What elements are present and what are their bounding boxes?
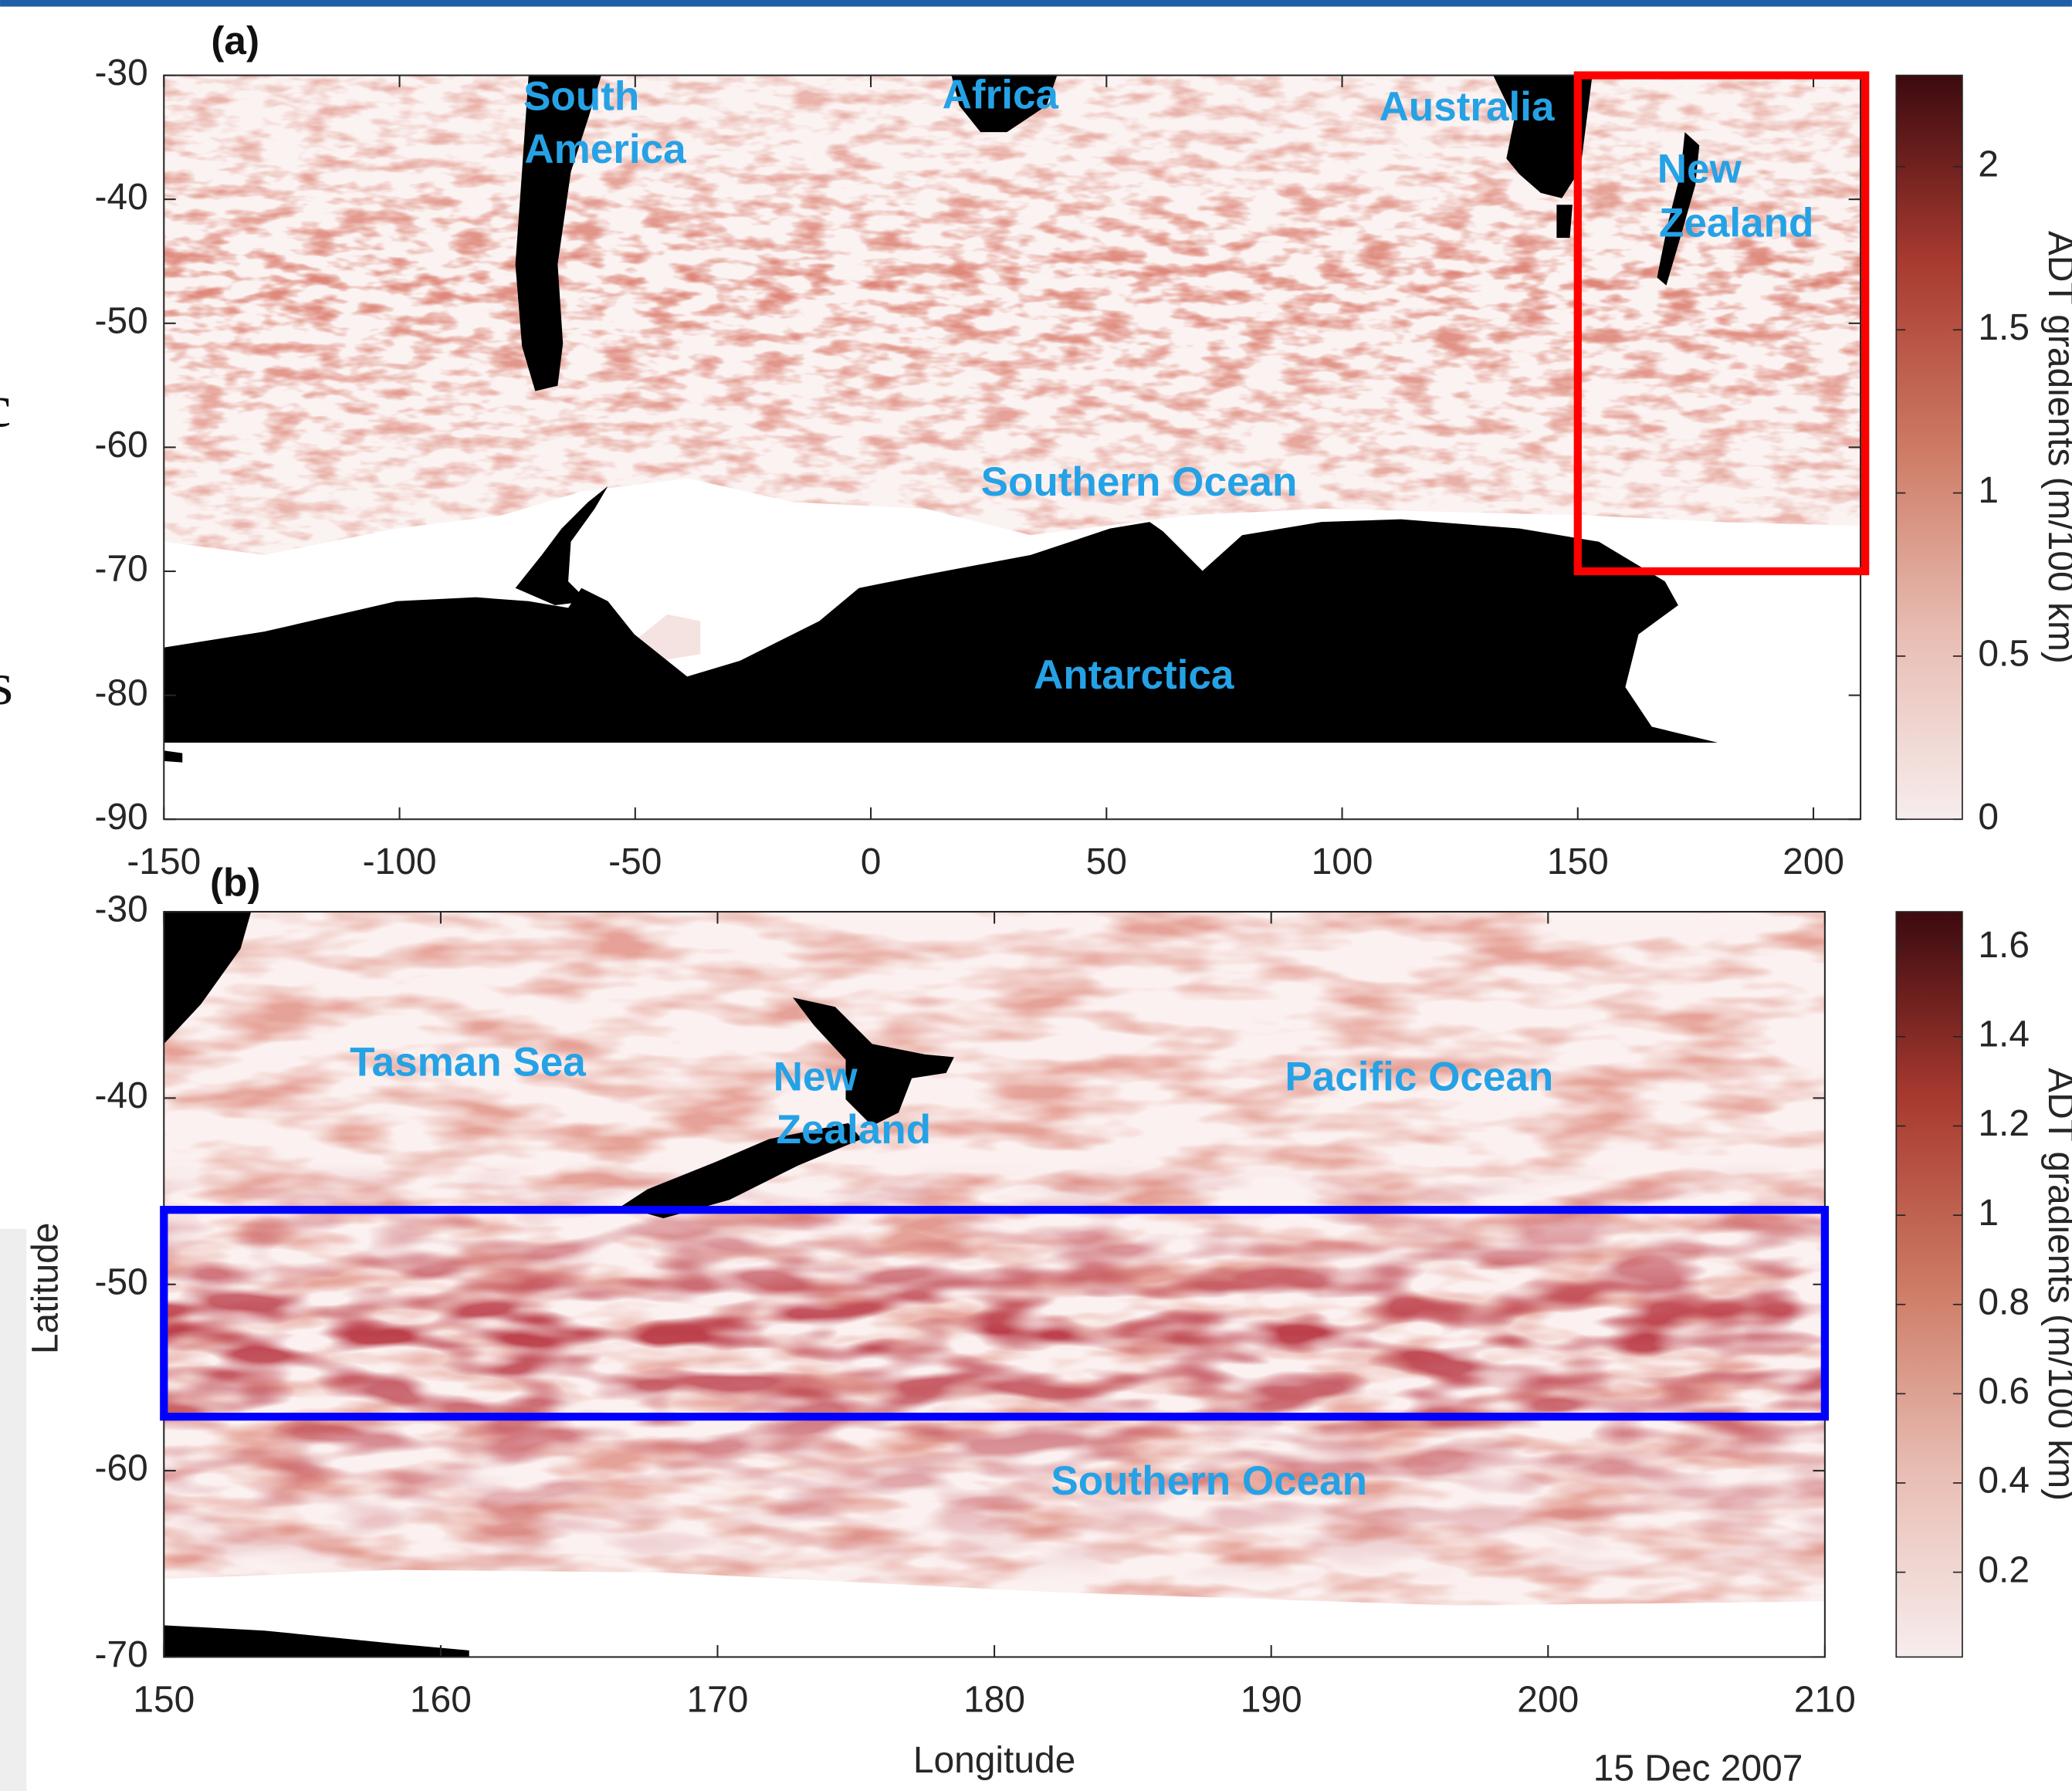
antarctica	[164, 1625, 469, 1657]
y-tick-label: -70	[95, 549, 148, 590]
top-bar	[0, 0, 2072, 7]
edge-fragment: c	[0, 373, 11, 440]
colorbar-tick-label: 1.4	[1978, 1014, 2030, 1055]
colorbar-tick-label: 1	[1978, 470, 1999, 511]
field-a	[164, 75, 1861, 820]
x-tick-label: -50	[608, 841, 662, 882]
panel-label: (b)	[210, 860, 261, 904]
x-tick-label: 150	[1547, 841, 1609, 882]
annotation: Zealand	[777, 1107, 931, 1153]
y-axis-label: Latitude	[25, 1223, 66, 1354]
x-tick-label: 190	[1241, 1679, 1302, 1720]
colorbar	[1895, 74, 1963, 821]
field-b	[164, 912, 1825, 1657]
colorbar-tick-label: 1.2	[1978, 1103, 2030, 1144]
x-tick-label: 150	[133, 1679, 195, 1720]
x-tick-label: 160	[410, 1679, 472, 1720]
x-tick-label: -150	[127, 841, 201, 882]
field-band	[164, 912, 1825, 1657]
australia	[1493, 75, 1593, 198]
y-tick-label: -70	[95, 1634, 148, 1675]
x-tick-label: 0	[861, 841, 882, 882]
islet	[164, 750, 183, 763]
annotation: America	[524, 127, 686, 172]
africa	[951, 75, 1058, 133]
colorbar-tick-label: 0.2	[1978, 1549, 2030, 1590]
colorbar-label: ADT gradients (m/100 km)	[2040, 231, 2072, 664]
y-tick-label: -30	[95, 52, 148, 93]
colorbar-tick-label: 0	[1978, 797, 1999, 838]
y-tick-label: -50	[95, 300, 148, 341]
x-axis-label: Longitude	[913, 1740, 1075, 1781]
x-tick-label: 180	[963, 1679, 1025, 1720]
south-america	[515, 75, 601, 391]
y-tick-label: -80	[95, 672, 148, 713]
annotation: Pacific Ocean	[1285, 1054, 1553, 1099]
australia	[164, 912, 252, 1044]
south-island	[621, 1122, 862, 1219]
x-tick-label: 50	[1086, 841, 1127, 882]
y-tick-label: -90	[95, 797, 148, 838]
date-note: 15 Dec 2007	[1593, 1748, 1803, 1789]
y-tick-label: -50	[95, 1261, 148, 1302]
annotation: Zealand	[1659, 201, 1813, 246]
annotation: New	[1657, 147, 1742, 192]
colorbar	[1895, 911, 1963, 1658]
colorbar-tick-label: 0.4	[1978, 1461, 2030, 1502]
land	[164, 75, 1718, 763]
y-tick-label: -40	[95, 1075, 148, 1116]
colorbar-tick-label: 0.5	[1978, 634, 2030, 675]
annotation: New	[774, 1054, 858, 1099]
y-tick-label: -40	[95, 177, 148, 218]
land	[164, 912, 954, 1657]
edge-fragment: s	[0, 651, 13, 718]
y-tick-label: -30	[95, 889, 148, 930]
colorbar-tick-label: 1.6	[1978, 925, 2030, 966]
tasmania	[1556, 205, 1573, 239]
y-tick-label: -60	[95, 1448, 148, 1489]
colorbar-tick-label: 0.6	[1978, 1371, 2030, 1412]
x-tick-label: 200	[1517, 1679, 1579, 1720]
x-tick-label: 200	[1783, 841, 1844, 882]
no-data	[164, 1569, 1825, 1657]
annotation: Australia	[1379, 84, 1555, 130]
colorbar-tick-label: 1	[1978, 1193, 1999, 1234]
highlight-box	[1573, 71, 1870, 576]
colorbar-tick-label: 1.5	[1978, 307, 2030, 348]
highlight-box	[160, 1206, 1830, 1421]
antarctica	[164, 519, 1718, 743]
new-zealand	[1657, 132, 1700, 286]
antarctic-peninsula	[515, 486, 608, 605]
annotation: South	[523, 73, 639, 119]
y-tick-label: -60	[95, 425, 148, 466]
x-tick-label: 170	[687, 1679, 749, 1720]
annotation: Antarctica	[1034, 652, 1234, 698]
side-panel	[0, 1228, 27, 1791]
x-tick-label: 100	[1312, 841, 1373, 882]
north-island	[793, 997, 954, 1126]
colorbar-tick-label: 2	[1978, 144, 1999, 185]
annotation: Southern Ocean	[981, 459, 1298, 505]
colorbar-tick-label: 0.8	[1978, 1281, 2030, 1322]
annotation: Tasman Sea	[350, 1040, 586, 1085]
annotation: Southern Ocean	[1051, 1458, 1367, 1504]
colorbar-label: ADT gradients (m/100 km)	[2040, 1068, 2072, 1501]
annotation: Africa	[943, 73, 1059, 118]
panel-label: (a)	[211, 19, 259, 63]
x-tick-label: 210	[1794, 1679, 1856, 1720]
x-tick-label: -100	[363, 841, 437, 882]
